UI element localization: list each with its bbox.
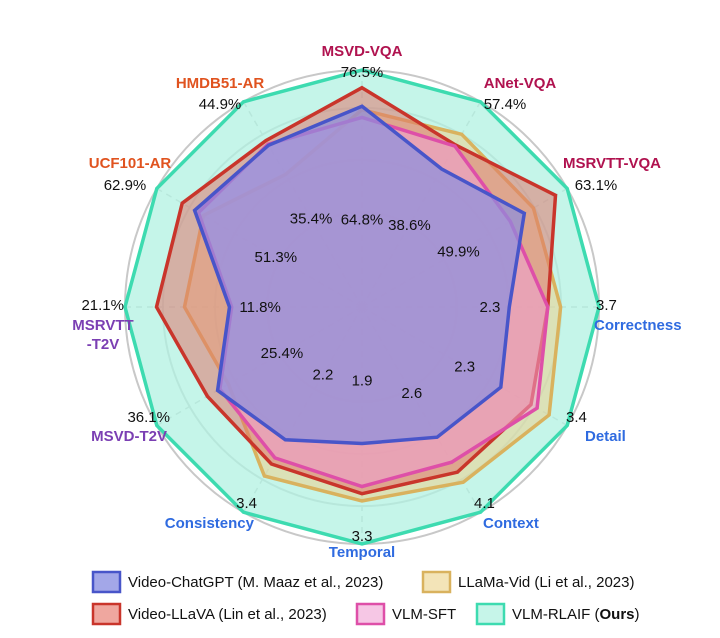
inner-label-6: 1.9 (352, 372, 373, 389)
axis-name-0: MSVD-VQA (322, 43, 403, 60)
axis-name-5: Context (483, 515, 539, 532)
series-polygon-4 (192, 104, 527, 446)
legend: Video-ChatGPT (M. Maaz et al., 2023) LLaM… (91, 570, 640, 626)
axis-name-11: HMDB51-AR (176, 75, 265, 92)
inner-label-0: 64.8% (341, 211, 384, 228)
axis-name-10: UCF101-AR (89, 155, 172, 172)
axis-name-7: Consistency (165, 515, 255, 532)
inner-label-5: 2.6 (401, 385, 422, 402)
axis-name-line: UCF101-AR (89, 155, 172, 172)
legend-label-suffix: ) (635, 606, 640, 623)
axis-name-8: MSVD-T2V (91, 428, 167, 445)
inner-label-10: 51.3% (255, 249, 298, 266)
axis-name-6: Temporal (329, 544, 395, 561)
axis-max-1: 57.4% (484, 96, 527, 113)
axis-name-line: Temporal (329, 544, 395, 561)
legend-label-text: LLaMa-Vid (Li et al., 2023) (458, 574, 635, 591)
axis-max-0: 76.5% (341, 64, 384, 81)
legend-swatch-2 (91, 602, 122, 626)
axis-name-1: ANet-VQA (484, 75, 557, 92)
legend-label-bold: Ours (600, 606, 635, 623)
axis-max-3: 3.7 (596, 297, 617, 314)
inner-label-8: 25.4% (261, 345, 304, 362)
axis-name-line: Context (483, 515, 539, 532)
axis-name-line: MSVD-VQA (322, 43, 403, 60)
axis-max-11: 44.9% (199, 96, 242, 113)
legend-label-0: Video-ChatGPT (M. Maaz et al., 2023) (128, 574, 383, 591)
inner-label-1: 38.6% (388, 217, 431, 234)
inner-label-7: 2.2 (312, 367, 333, 384)
inner-label-4: 2.3 (454, 358, 475, 375)
legend-label-text: Video-LLaVA (Lin et al., 2023) (128, 606, 327, 623)
axis-max-9: 21.1% (81, 297, 124, 314)
axis-max-10: 62.9% (104, 177, 147, 194)
axis-max-5: 4.1 (474, 495, 495, 512)
inner-value-labels: 64.8% 38.6% 49.9% 2.3 2.3 2.6 1.9 2.2 25.4% 11.8%… (239, 211, 500, 402)
legend-label-text: VLM-SFT (392, 606, 456, 623)
inner-label-9: 11.8% (239, 299, 280, 316)
radar-series-layer (123, 68, 601, 546)
axis-name-4: Detail (585, 428, 626, 445)
axis-name-line: -T2V (87, 336, 120, 353)
legend-label-text: VLM-RLAIF ( (512, 606, 600, 623)
axis-name-line: Consistency (165, 515, 255, 532)
inner-label-2: 49.9% (437, 243, 480, 260)
inner-label-3: 2.3 (480, 299, 501, 316)
inner-label-11: 35.4% (290, 211, 333, 228)
legend-swatch-3 (355, 602, 386, 626)
axis-name-line: Correctness (594, 317, 682, 334)
legend-swatch-1 (421, 570, 452, 594)
legend-swatch-0 (91, 570, 122, 594)
axis-name-line: MSRVTT-VQA (563, 155, 661, 172)
legend-label-3: VLM-SFT (392, 606, 456, 623)
axis-max-2: 63.1% (575, 177, 618, 194)
axis-name-line: ANet-VQA (484, 75, 557, 92)
axis-max-4: 3.4 (566, 409, 587, 426)
legend-label-1: LLaMa-Vid (Li et al., 2023) (458, 574, 635, 591)
legend-label-text: Video-ChatGPT (M. Maaz et al., 2023) (128, 574, 383, 591)
legend-label-4: VLM-RLAIF (Ours) (512, 606, 640, 623)
axis-name-3: Correctness (594, 317, 682, 334)
axis-name-line: MSVD-T2V (91, 428, 167, 445)
axis-name-2: MSRVTT-VQA (563, 155, 661, 172)
axis-labels: MSVD-VQA 76.5% ANet-VQA 57.4% MSRVTT-VQA 63.1… (72, 43, 681, 561)
axis-max-6: 3.3 (352, 528, 373, 545)
axis-name-line: HMDB51-AR (176, 75, 265, 92)
axis-max-8: 36.1% (127, 409, 170, 426)
axis-name-line: MSRVTT (72, 317, 133, 334)
axis-name-9: MSRVTT -T2V (72, 317, 133, 353)
axis-name-line: Detail (585, 428, 626, 445)
axis-max-7: 3.4 (236, 495, 257, 512)
legend-swatch-4 (475, 602, 506, 626)
legend-label-2: Video-LLaVA (Lin et al., 2023) (128, 606, 327, 623)
